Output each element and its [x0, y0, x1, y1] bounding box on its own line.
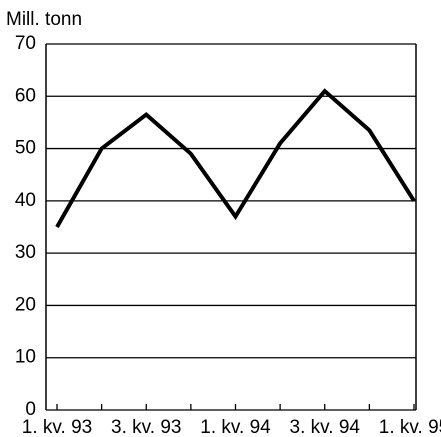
y-axis-label: Mill. tonn	[6, 9, 82, 30]
x-tick-label: 3. kv. 93	[111, 417, 181, 437]
x-tick-label: 1. kv. 93	[22, 417, 92, 437]
x-tick-label: 1. kv. 94	[200, 417, 271, 437]
y-tick-label: 10	[15, 347, 36, 368]
y-tick-label: 60	[15, 85, 36, 106]
x-tick-label: 1. kv. 95	[379, 417, 441, 437]
y-tick-label: 50	[15, 138, 36, 159]
x-tick-label: 3. kv. 94	[290, 417, 361, 437]
data-line	[55, 88, 416, 228]
y-tick-label: 40	[15, 190, 36, 211]
y-tick-label: 20	[15, 294, 36, 315]
y-tick-label: 70	[15, 33, 36, 54]
y-tick-label: 0	[25, 399, 36, 420]
y-tick-label: 30	[15, 242, 36, 263]
